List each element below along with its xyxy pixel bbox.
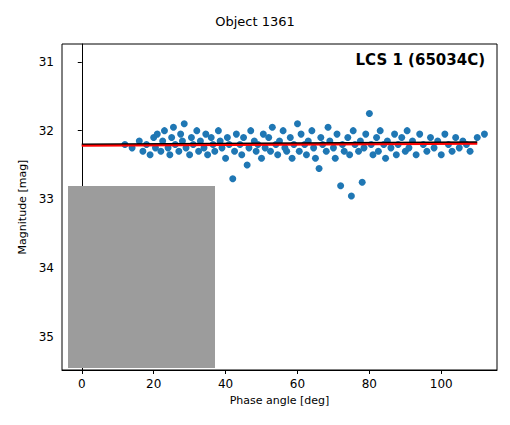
svg-text:LCS 1 (65034C): LCS 1 (65034C) — [356, 51, 485, 69]
svg-text:Magnitude [mag]: Magnitude [mag] — [16, 160, 29, 255]
svg-text:35: 35 — [39, 330, 54, 344]
svg-text:20: 20 — [146, 377, 161, 391]
svg-text:80: 80 — [362, 377, 377, 391]
svg-text:Object 1361: Object 1361 — [215, 14, 295, 29]
svg-text:34: 34 — [39, 261, 54, 275]
svg-text:33: 33 — [39, 192, 54, 206]
svg-text:0: 0 — [78, 377, 86, 391]
svg-text:31: 31 — [39, 55, 54, 69]
svg-text:32: 32 — [39, 124, 54, 138]
svg-text:Phase angle [deg]: Phase angle [deg] — [230, 394, 330, 407]
svg-text:40: 40 — [218, 377, 233, 391]
svg-text:100: 100 — [430, 377, 453, 391]
svg-text:60: 60 — [290, 377, 305, 391]
